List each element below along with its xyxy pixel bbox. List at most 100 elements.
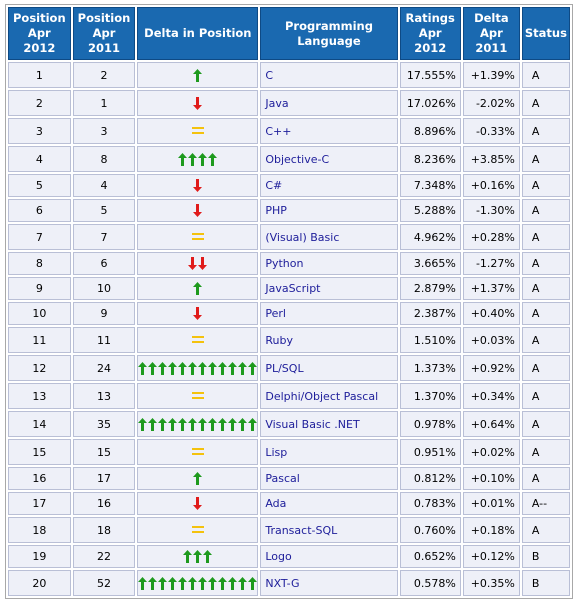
position-2012-cell: 17 bbox=[8, 492, 71, 515]
table-row: 8 6 Python 3.665% -1.27% A bbox=[8, 252, 570, 275]
red-down-arrow-icon bbox=[193, 307, 203, 321]
header-ratings[interactable]: Ratings Apr 2012 bbox=[399, 7, 461, 60]
language-cell[interactable]: C# bbox=[260, 174, 398, 197]
position-2011-cell: 3 bbox=[72, 118, 136, 144]
green-up-arrow-icon bbox=[228, 417, 238, 431]
status-cell: A bbox=[521, 327, 570, 353]
arrow-group bbox=[193, 278, 203, 299]
table-row: 20 52 NXT-G 0.578% +0.35% B bbox=[8, 570, 570, 596]
ratings-cell: 0.760% bbox=[399, 517, 461, 543]
header-position-2011[interactable]: Position Apr 2011 bbox=[72, 7, 136, 60]
green-up-arrow-icon bbox=[188, 576, 198, 590]
green-up-arrow-icon bbox=[183, 550, 193, 564]
delta-position-cell bbox=[137, 90, 259, 116]
header-delta-position[interactable]: Delta in Position bbox=[137, 7, 259, 60]
header-language[interactable]: Programming Language bbox=[260, 7, 398, 60]
green-up-arrow-icon bbox=[168, 576, 178, 590]
table-row: 18 18 Transact-SQL 0.760% +0.18% A bbox=[8, 517, 570, 543]
status-cell: B bbox=[521, 570, 570, 596]
green-up-arrow-icon bbox=[158, 417, 168, 431]
header-delta[interactable]: Delta Apr 2011 bbox=[462, 7, 520, 60]
status-cell: A bbox=[521, 383, 570, 409]
green-up-arrow-icon bbox=[218, 417, 228, 431]
green-up-arrow-icon bbox=[228, 361, 238, 375]
delta-cell: +1.39% bbox=[462, 62, 520, 88]
green-up-arrow-icon bbox=[168, 361, 178, 375]
language-cell[interactable]: C bbox=[260, 62, 398, 88]
language-cell[interactable]: Visual Basic .NET bbox=[260, 411, 398, 437]
position-2012-cell: 2 bbox=[8, 90, 71, 116]
ratings-cell: 0.652% bbox=[399, 545, 461, 568]
green-up-arrow-icon bbox=[178, 576, 188, 590]
green-up-arrow-icon bbox=[138, 361, 148, 375]
language-cell[interactable]: Perl bbox=[260, 302, 398, 325]
green-up-arrow-icon bbox=[138, 576, 148, 590]
position-2011-cell: 16 bbox=[72, 492, 136, 515]
position-2011-cell: 2 bbox=[72, 62, 136, 88]
delta-position-cell bbox=[137, 517, 259, 543]
table-row: 12 24 PL/SQL 1.373% +0.92% A bbox=[8, 355, 570, 381]
delta-position-cell bbox=[137, 492, 259, 515]
position-2011-cell: 10 bbox=[72, 277, 136, 300]
position-2012-cell: 20 bbox=[8, 570, 71, 596]
yellow-equals-icon bbox=[191, 448, 204, 456]
position-2011-cell: 52 bbox=[72, 570, 136, 596]
language-cell[interactable]: JavaScript bbox=[260, 277, 398, 300]
language-cell[interactable]: Ruby bbox=[260, 327, 398, 353]
status-cell: A bbox=[521, 118, 570, 144]
delta-position-cell bbox=[137, 118, 259, 144]
language-cell[interactable]: PHP bbox=[260, 199, 398, 222]
language-cell[interactable]: Objective-C bbox=[260, 146, 398, 172]
delta-cell: +0.10% bbox=[462, 467, 520, 490]
header-position-2012[interactable]: Position Apr 2012 bbox=[8, 7, 71, 60]
green-up-arrow-icon bbox=[218, 361, 228, 375]
language-cell[interactable]: NXT-G bbox=[260, 570, 398, 596]
arrow-group bbox=[138, 571, 258, 595]
status-cell: A-- bbox=[521, 492, 570, 515]
language-cell[interactable]: Ada bbox=[260, 492, 398, 515]
green-up-arrow-icon bbox=[238, 361, 248, 375]
table-row: 6 5 PHP 5.288% -1.30% A bbox=[8, 199, 570, 222]
position-2012-cell: 16 bbox=[8, 467, 71, 490]
delta-position-cell bbox=[137, 411, 259, 437]
delta-position-cell bbox=[137, 327, 259, 353]
arrow-group bbox=[193, 91, 203, 115]
status-cell: A bbox=[521, 174, 570, 197]
green-up-arrow-icon bbox=[248, 361, 258, 375]
green-up-arrow-icon bbox=[208, 576, 218, 590]
status-cell: A bbox=[521, 302, 570, 325]
position-2011-cell: 22 bbox=[72, 545, 136, 568]
language-cell[interactable]: Python bbox=[260, 252, 398, 275]
ratings-cell: 17.026% bbox=[399, 90, 461, 116]
position-2012-cell: 5 bbox=[8, 174, 71, 197]
position-2011-cell: 7 bbox=[72, 224, 136, 250]
green-up-arrow-icon bbox=[208, 361, 218, 375]
language-cell[interactable]: Java bbox=[260, 90, 398, 116]
language-cell[interactable]: C++ bbox=[260, 118, 398, 144]
table-row: 11 11 Ruby 1.510% +0.03% A bbox=[8, 327, 570, 353]
green-up-arrow-icon bbox=[198, 361, 208, 375]
language-cell[interactable]: Transact-SQL bbox=[260, 517, 398, 543]
arrow-group bbox=[188, 253, 208, 274]
position-2011-cell: 9 bbox=[72, 302, 136, 325]
table-row: 19 22 Logo 0.652% +0.12% B bbox=[8, 545, 570, 568]
language-cell[interactable]: Logo bbox=[260, 545, 398, 568]
table-row: 14 35 Visual Basic .NET 0.978% +0.64% A bbox=[8, 411, 570, 437]
position-2012-cell: 18 bbox=[8, 517, 71, 543]
table-row: 10 9 Perl 2.387% +0.40% A bbox=[8, 302, 570, 325]
table-row: 4 8 Objective-C 8.236% +3.85% A bbox=[8, 146, 570, 172]
status-cell: A bbox=[521, 467, 570, 490]
green-up-arrow-icon bbox=[228, 576, 238, 590]
language-cell[interactable]: Pascal bbox=[260, 467, 398, 490]
green-up-arrow-icon bbox=[193, 282, 203, 296]
language-cell[interactable]: Lisp bbox=[260, 439, 398, 465]
language-cell[interactable]: PL/SQL bbox=[260, 355, 398, 381]
yellow-equals-icon bbox=[191, 336, 204, 344]
arrow-group bbox=[138, 356, 258, 380]
language-cell[interactable]: Delphi/Object Pascal bbox=[260, 383, 398, 409]
delta-cell: -1.27% bbox=[462, 252, 520, 275]
ratings-cell: 0.978% bbox=[399, 411, 461, 437]
status-cell: A bbox=[521, 146, 570, 172]
header-status[interactable]: Status bbox=[521, 7, 570, 60]
language-cell[interactable]: (Visual) Basic bbox=[260, 224, 398, 250]
